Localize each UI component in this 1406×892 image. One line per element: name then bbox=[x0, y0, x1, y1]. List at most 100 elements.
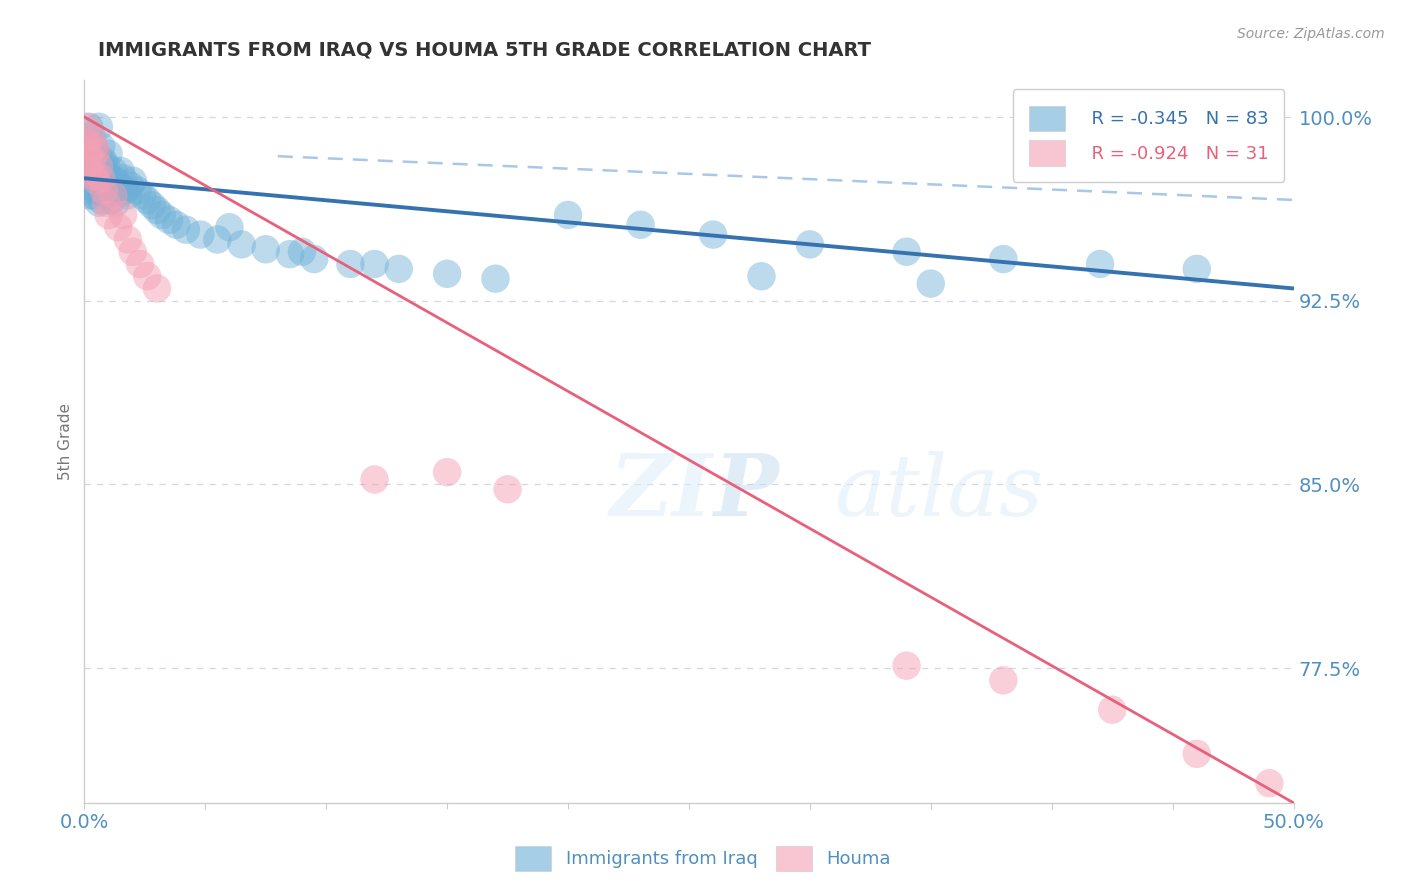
Point bbox=[76, 120, 98, 134]
Point bbox=[86, 174, 108, 188]
Point bbox=[103, 188, 125, 202]
Point bbox=[90, 174, 112, 188]
Point bbox=[993, 252, 1015, 266]
Point bbox=[141, 198, 163, 212]
Point bbox=[157, 213, 180, 227]
Point bbox=[1185, 747, 1208, 761]
Point bbox=[1101, 703, 1123, 717]
Point bbox=[76, 135, 98, 149]
Point bbox=[87, 195, 110, 210]
Point bbox=[1185, 261, 1208, 276]
Point bbox=[100, 194, 122, 208]
Point bbox=[121, 244, 143, 259]
Point bbox=[83, 139, 105, 153]
Point bbox=[80, 129, 103, 144]
Point bbox=[80, 129, 103, 144]
Point bbox=[86, 184, 108, 198]
Point bbox=[86, 145, 108, 159]
Point bbox=[120, 178, 142, 193]
Point bbox=[1258, 776, 1281, 790]
Point bbox=[93, 184, 115, 198]
Text: ZI: ZI bbox=[610, 450, 713, 534]
Point bbox=[146, 281, 169, 295]
Point bbox=[107, 220, 129, 235]
Point bbox=[76, 164, 98, 178]
Point bbox=[190, 227, 212, 242]
Point bbox=[93, 164, 115, 178]
Point bbox=[103, 186, 125, 200]
Point bbox=[112, 208, 135, 222]
Point bbox=[993, 673, 1015, 688]
Point bbox=[496, 483, 519, 497]
Point bbox=[231, 237, 253, 252]
Point bbox=[87, 159, 110, 173]
Point bbox=[80, 159, 103, 173]
Point bbox=[117, 232, 139, 246]
Point bbox=[87, 178, 110, 193]
Point bbox=[87, 120, 110, 134]
Point bbox=[896, 658, 918, 673]
Point bbox=[291, 244, 314, 259]
Point bbox=[484, 271, 506, 285]
Point bbox=[136, 194, 159, 208]
Point bbox=[83, 169, 105, 183]
Point bbox=[920, 277, 942, 291]
Point bbox=[77, 135, 100, 149]
Point bbox=[93, 184, 115, 198]
Point bbox=[131, 188, 153, 202]
Point bbox=[107, 178, 129, 193]
Point bbox=[77, 146, 100, 161]
Point bbox=[97, 188, 120, 202]
Point bbox=[90, 194, 112, 208]
Point bbox=[86, 149, 108, 163]
Point bbox=[90, 154, 112, 169]
Point bbox=[94, 169, 117, 183]
Point bbox=[77, 146, 100, 161]
Point bbox=[104, 195, 127, 210]
Text: Source: ZipAtlas.com: Source: ZipAtlas.com bbox=[1237, 27, 1385, 41]
Point bbox=[110, 164, 132, 178]
Point bbox=[174, 222, 197, 236]
Point bbox=[97, 169, 120, 183]
Point bbox=[94, 195, 117, 210]
Point bbox=[127, 184, 149, 198]
Point bbox=[363, 257, 385, 271]
Point bbox=[86, 146, 108, 161]
Point bbox=[136, 269, 159, 284]
Point bbox=[100, 171, 122, 186]
Point bbox=[87, 159, 110, 173]
Point bbox=[94, 159, 117, 173]
Point bbox=[339, 257, 361, 271]
Point bbox=[557, 208, 579, 222]
Point bbox=[278, 247, 301, 261]
Point bbox=[77, 120, 100, 134]
Point bbox=[1088, 257, 1111, 271]
Point bbox=[121, 174, 143, 188]
Point bbox=[302, 252, 325, 266]
Point bbox=[146, 203, 169, 218]
Text: IMMIGRANTS FROM IRAQ VS HOUMA 5TH GRADE CORRELATION CHART: IMMIGRANTS FROM IRAQ VS HOUMA 5TH GRADE … bbox=[98, 40, 872, 59]
Point bbox=[117, 188, 139, 202]
Point bbox=[112, 171, 135, 186]
Point bbox=[799, 237, 821, 252]
Point bbox=[94, 181, 117, 195]
Point bbox=[77, 164, 100, 178]
Point bbox=[129, 257, 152, 271]
Point bbox=[93, 154, 115, 169]
Legend:   R = -0.345   N = 83,   R = -0.924   N = 31: R = -0.345 N = 83, R = -0.924 N = 31 bbox=[1012, 89, 1285, 182]
Point bbox=[90, 139, 112, 153]
Point bbox=[363, 473, 385, 487]
Y-axis label: 5th Grade: 5th Grade bbox=[58, 403, 73, 480]
Point bbox=[103, 164, 125, 178]
Point bbox=[83, 169, 105, 183]
Point bbox=[83, 139, 105, 153]
Text: P: P bbox=[713, 450, 778, 534]
Point bbox=[110, 186, 132, 200]
Point bbox=[77, 188, 100, 202]
Point bbox=[80, 184, 103, 198]
Point bbox=[165, 218, 187, 232]
Point bbox=[150, 208, 173, 222]
Point bbox=[80, 139, 103, 153]
Point bbox=[254, 242, 277, 256]
Point bbox=[630, 218, 652, 232]
